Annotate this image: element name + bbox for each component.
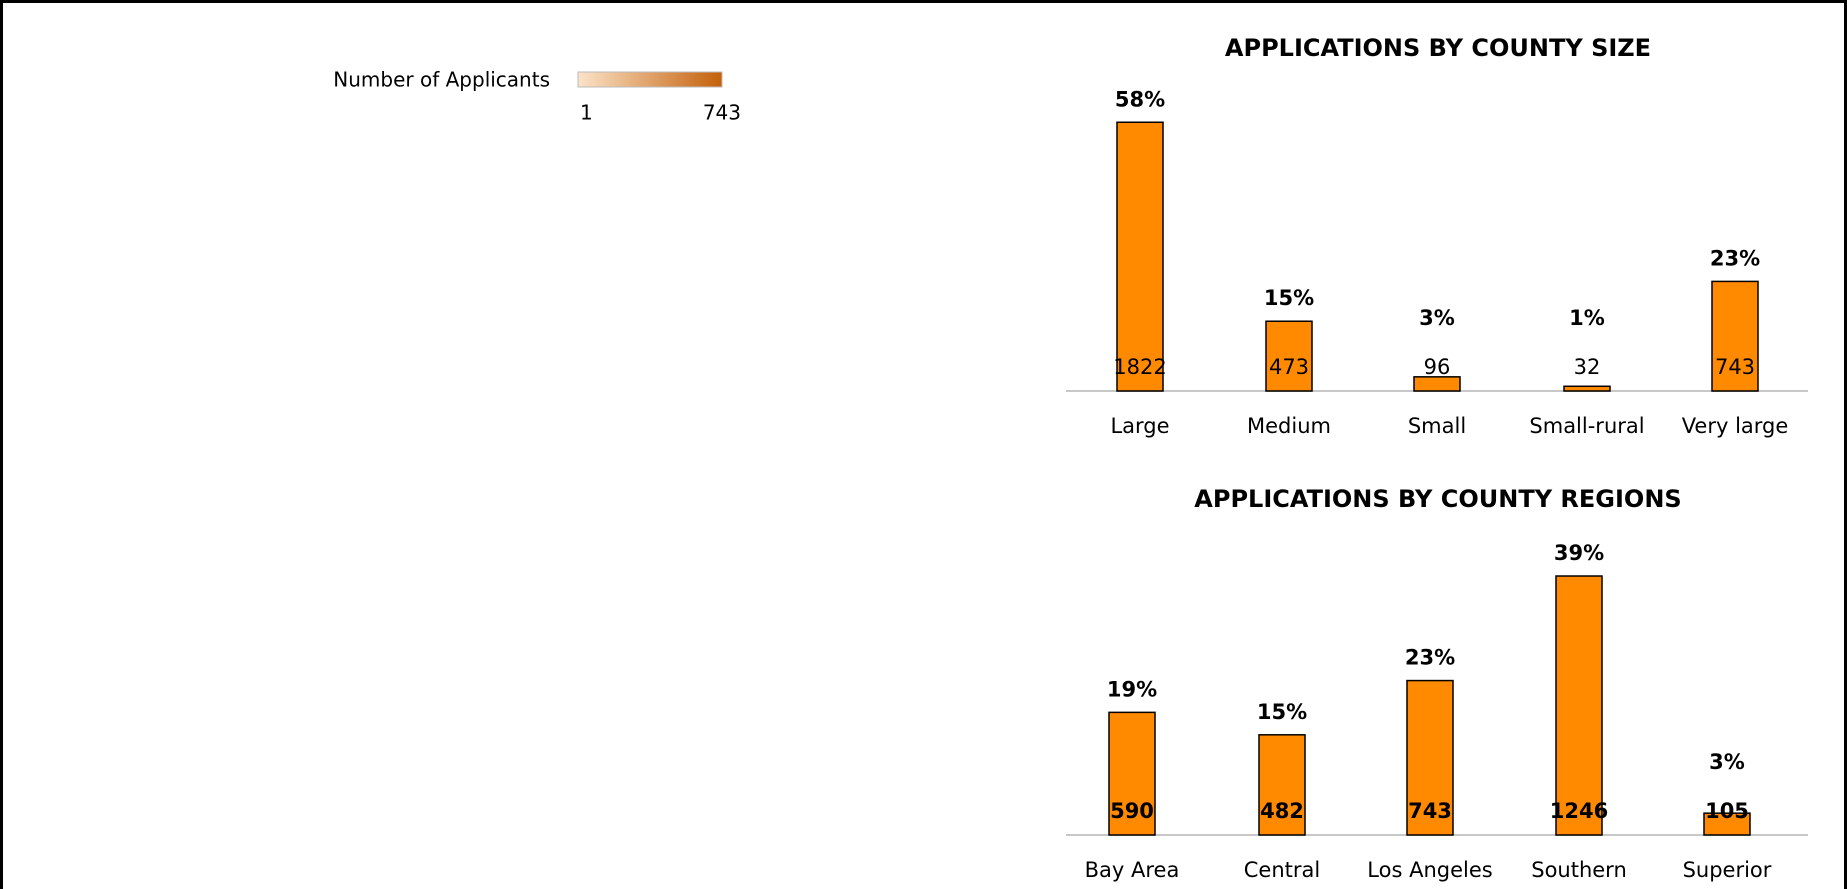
value-label: 32 [1574,355,1601,379]
category-label: Medium [1247,414,1331,438]
value-label: 1246 [1550,799,1608,823]
value-label: 743 [1408,799,1452,823]
chart-title: APPLICATIONS BY COUNTY SIZE [1225,34,1651,62]
legend-title: Number of Applicants [333,68,550,92]
category-label: Superior [1683,858,1772,882]
category-label: Central [1244,858,1320,882]
bar [1413,376,1461,392]
value-label: 743 [1715,355,1755,379]
bar [1116,121,1164,392]
value-label: 96 [1424,355,1451,379]
share-label: 15% [1264,286,1314,310]
bar [1265,320,1313,392]
value-label: 590 [1110,799,1154,823]
category-label: Los Angeles [1367,858,1492,882]
bar [1711,280,1759,392]
value-label: 482 [1260,799,1304,823]
share-label: 3% [1419,306,1455,330]
share-label: 19% [1107,677,1157,701]
category-label: Very large [1682,414,1789,438]
share-label: 1% [1569,306,1605,330]
legend-gradient [577,71,723,88]
legend-min: 1 [580,101,593,125]
bar [1563,385,1611,392]
value-label: 1822 [1113,355,1166,379]
bar [1108,711,1156,836]
share-label: 23% [1405,646,1455,670]
category-label: Small-rural [1529,414,1644,438]
bar [1258,734,1306,836]
bar [1406,679,1454,836]
chart-title: APPLICATIONS BY COUNTY REGIONS [1194,485,1681,513]
value-label: 105 [1705,799,1749,823]
share-label: 15% [1257,700,1307,724]
share-label: 23% [1710,246,1760,270]
category-label: Bay Area [1085,858,1180,882]
bar [1703,812,1751,836]
share-label: 58% [1115,87,1165,111]
value-label: 473 [1269,355,1309,379]
share-label: 3% [1709,750,1745,774]
share-label: 39% [1554,541,1604,565]
category-label: Southern [1531,858,1627,882]
bar [1555,575,1603,836]
legend-max: 743 [703,101,741,125]
category-label: Small [1408,414,1466,438]
category-label: Large [1110,414,1169,438]
